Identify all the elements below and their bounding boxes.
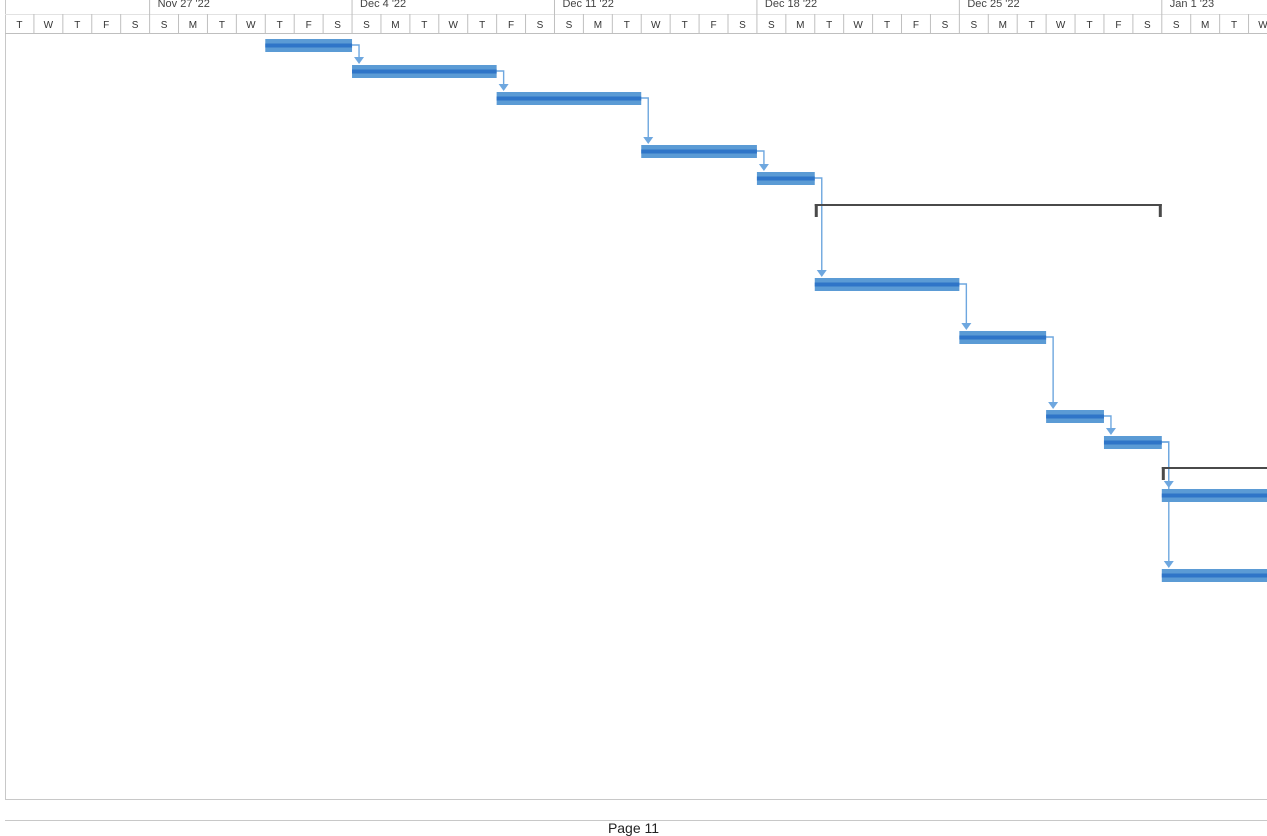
day-letter: T [16,20,22,31]
day-letter: S [161,20,168,31]
dependency-arrow [643,137,654,144]
summary-bracket-right [1158,204,1162,217]
day-letter: W [853,20,863,31]
task-bar-core [1161,573,1267,578]
week-label: Dec 11 '22 [562,0,613,10]
footer-divider-top [5,799,1267,800]
footer-divider-bottom [5,820,1267,821]
task-bar-core [1103,440,1162,445]
day-letter: F [913,20,919,31]
task-bar-core [352,69,497,74]
dependency-arrow [354,57,365,64]
day-letter: S [363,20,370,31]
week-label: Dec 25 '22 [967,0,1019,10]
task-bar-core [641,149,757,154]
dependency-link [1102,415,1112,429]
day-letter: T [421,20,427,31]
dependency-link [495,70,505,85]
day-letter: S [1173,20,1180,31]
dependency-arrow [1048,402,1059,409]
task-bar-core [959,335,1047,340]
day-letter: T [884,20,890,31]
task-bar-core [1046,414,1104,419]
dependency-arrow [816,270,827,277]
dependency-link [755,150,765,165]
day-letter: F [508,20,514,31]
day-letter: M [189,20,197,31]
day-letter: S [132,20,139,31]
week-label: Dec 18 '22 [765,0,817,10]
dependency-arrow [1105,428,1116,435]
day-letter: F [1115,20,1121,31]
day-letter: W [1258,20,1267,31]
week-label: Nov 27 '22 [158,0,210,10]
dependency-link [640,97,649,138]
task-bar-core [814,282,960,287]
dependency-arrow [1163,561,1174,568]
day-letter: S [768,20,775,31]
day-letter: M [999,20,1007,31]
dependency-arrow [498,84,509,91]
day-letter: M [391,20,399,31]
day-letter: T [277,20,283,31]
task-bar-core [265,43,353,48]
day-letter: W [651,20,661,31]
day-letter: T [682,20,688,31]
day-letter: W [44,20,54,31]
day-letter: T [624,20,630,31]
day-letter: T [1029,20,1035,31]
day-letter: T [826,20,832,31]
dependency-arrow [758,164,769,171]
dependency-link [958,283,968,324]
page-number: Page 11 [607,820,660,836]
dependency-link [813,177,823,271]
dependency-link [1160,441,1170,562]
week-label: Jan 1 '23 [1170,0,1214,10]
week-label: Dec 4 '22 [360,0,406,10]
day-letter: F [306,20,312,31]
day-letter: S [1144,20,1151,31]
task-bar-core [496,96,642,101]
summary-bracket-left [814,204,818,217]
day-letter: M [1201,20,1209,31]
dependency-arrow [961,323,972,330]
dependency-link [1045,336,1054,403]
day-letter: F [103,20,109,31]
day-letter: S [942,20,949,31]
task-bar-core [1161,493,1267,498]
day-letter: W [1056,20,1066,31]
task-bar-core [756,176,815,181]
day-letter: W [449,20,459,31]
day-letter: T [219,20,225,31]
dependency-link [351,44,360,58]
summary-bracket-left [1161,467,1165,480]
day-letter: M [594,20,602,31]
day-letter: M [796,20,804,31]
day-letter: S [537,20,544,31]
gantt-chart: Nov 27 '22 Dec 4 '22 Dec 11 '22 Dec 18 '22 D… [5,0,1267,799]
day-letter: T [74,20,80,31]
day-letter: T [479,20,485,31]
day-letter: F [710,20,716,31]
day-letter: T [1086,20,1092,31]
day-letter: S [334,20,341,31]
day-letter: S [970,20,977,31]
day-letter: S [739,20,746,31]
day-letter: S [566,20,573,31]
day-letter: W [246,20,256,31]
day-letter: T [1231,20,1237,31]
